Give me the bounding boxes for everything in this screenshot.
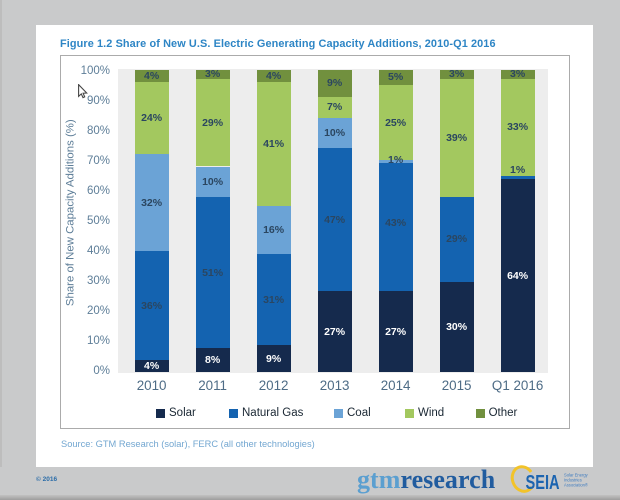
svg-text:Industries: Industries (564, 478, 582, 483)
svg-text:Solar Energy: Solar Energy (564, 473, 589, 478)
svg-text:Association®: Association® (564, 483, 588, 488)
svg-text:SEIA: SEIA (526, 471, 560, 494)
